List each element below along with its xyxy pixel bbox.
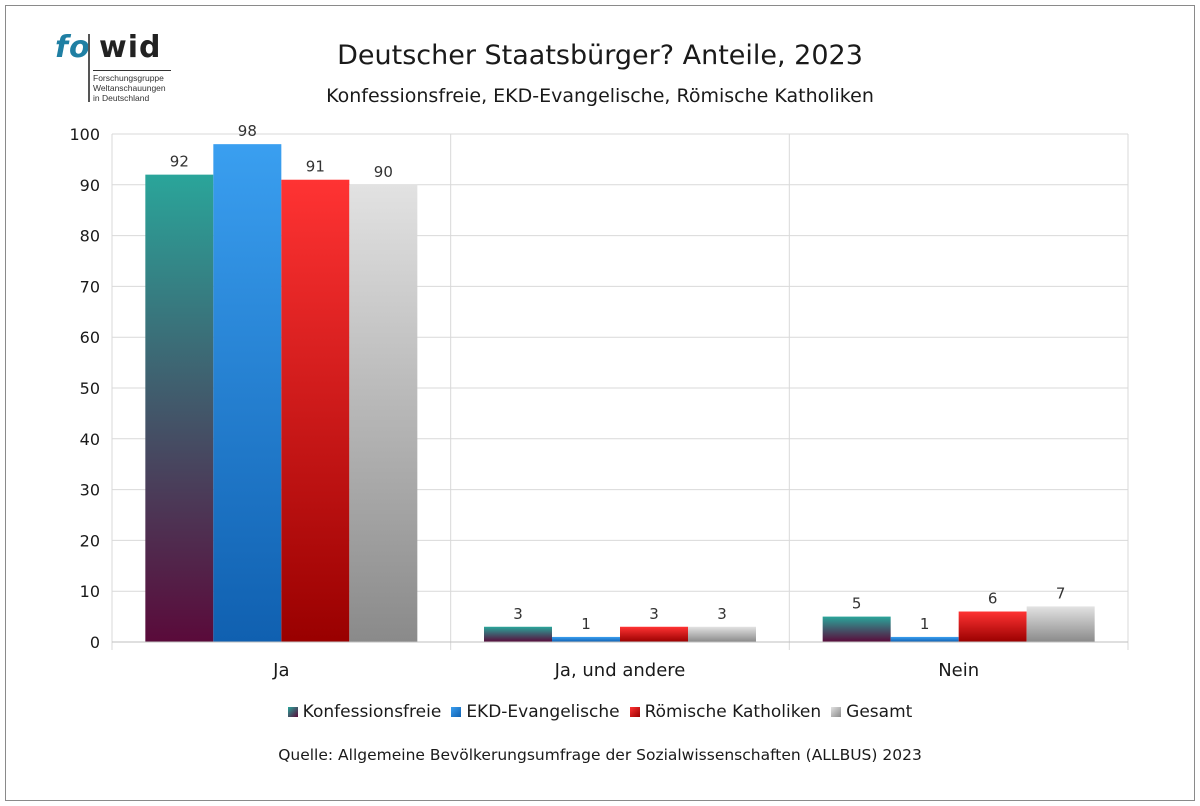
legend-label: Gesamt <box>846 702 913 722</box>
fowid-logo: fo wid Forschungsgruppe Weltanschauungen… <box>55 30 185 110</box>
x-category-label: Ja, und andere <box>554 660 686 681</box>
bar-1-3 <box>822 616 891 642</box>
logo-line-2: Weltanschauungen <box>93 83 166 93</box>
data-label: 90 <box>374 163 393 181</box>
y-tick-label: 30 <box>80 481 100 500</box>
legend-label: EKD-Evangelische <box>466 702 620 722</box>
bar-1-1 <box>145 174 214 642</box>
bar-3-3 <box>958 611 1027 642</box>
data-label: 91 <box>306 158 325 176</box>
legend-label: Römische Katholiken <box>644 702 822 722</box>
chart-title: Deutscher Staatsbürger? Anteile, 2023 <box>337 40 863 71</box>
data-label: 5 <box>852 595 862 613</box>
data-label: 3 <box>513 605 523 623</box>
y-tick-label: 100 <box>69 125 100 144</box>
y-tick-label: 20 <box>80 531 100 550</box>
bar-2-3 <box>890 636 959 642</box>
data-label: 1 <box>920 615 930 633</box>
bar-3-2 <box>620 626 688 642</box>
chart-subtitle: Konfessionsfreie, EKD-Evangelische, Römi… <box>326 85 874 107</box>
legend-item: Gesamt <box>831 702 912 722</box>
bar-3-1 <box>281 179 350 642</box>
logo-bar <box>88 34 90 102</box>
data-label: 3 <box>717 605 727 623</box>
bar-4-3 <box>1026 606 1095 642</box>
x-category-label: Ja <box>272 660 289 681</box>
y-tick-label: 50 <box>80 379 100 398</box>
legend-item: Konfessionsfreie <box>287 702 442 722</box>
y-tick-label: 80 <box>80 227 100 246</box>
bar-2-1 <box>213 144 282 642</box>
y-tick-label: 60 <box>80 328 100 347</box>
logo-line-1: Forschungsgruppe <box>93 73 164 83</box>
bar-4-1 <box>349 184 418 643</box>
chart-legend: Konfessionsfreie EKD-Evangelische Römische… <box>0 702 1200 722</box>
x-category-label: Nein <box>938 660 979 681</box>
legend-item: Römische Katholiken <box>629 702 822 722</box>
y-tick-label: 90 <box>80 176 100 195</box>
data-label: 6 <box>988 590 998 608</box>
data-label: 3 <box>649 605 659 623</box>
legend-item: EKD-Evangelische <box>451 702 620 722</box>
y-tick-label: 0 <box>90 633 100 652</box>
bar-1-2 <box>484 626 552 642</box>
legend-swatch <box>451 707 462 717</box>
logo-rule <box>93 70 171 71</box>
y-tick-label: 70 <box>80 277 100 296</box>
data-label: 98 <box>238 122 257 140</box>
legend-swatch <box>831 707 842 717</box>
y-tick-label: 10 <box>80 582 100 601</box>
data-label: 1 <box>581 615 591 633</box>
legend-swatch <box>629 707 640 717</box>
source-note: Quelle: Allgemeine Bevölkerungsumfrage d… <box>278 746 922 764</box>
logo-word-wid: wid <box>99 30 162 65</box>
bar-2-2 <box>552 636 620 642</box>
data-label: 92 <box>170 153 189 171</box>
data-label: 7 <box>1056 584 1066 602</box>
legend-swatch <box>287 707 298 717</box>
legend-label: Konfessionsfreie <box>302 702 442 722</box>
y-tick-label: 40 <box>80 430 100 449</box>
bar-4-2 <box>688 626 756 642</box>
logo-line-3: in Deutschland <box>93 93 150 103</box>
logo-word-fo: fo <box>55 30 91 65</box>
